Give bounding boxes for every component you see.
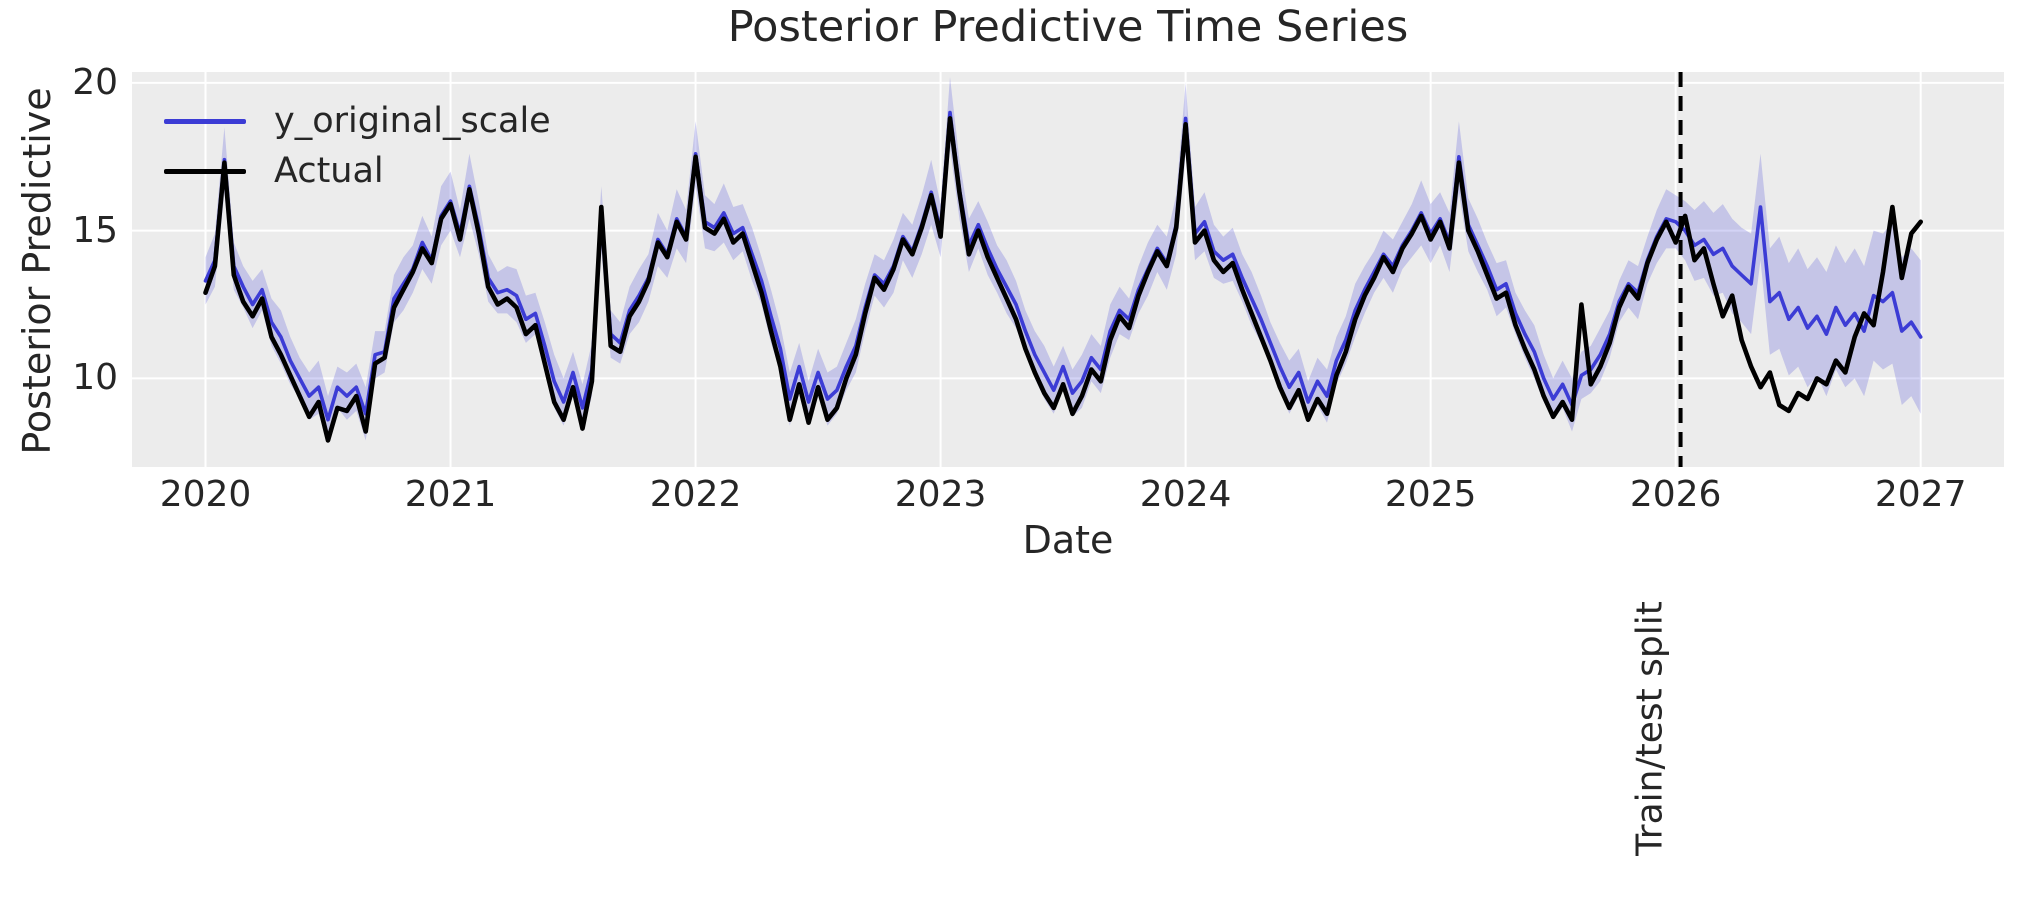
legend-entry-posterior: y_original_scale [164,96,551,146]
actual-line [203,116,1923,443]
posterior-line-swatch [164,118,246,124]
legend-label-posterior: y_original_scale [274,101,551,141]
x-tick-label: 2021 [404,474,497,515]
x-tick-label: 2024 [1139,474,1232,515]
chart-title: Posterior Predictive Time Series [727,2,1409,52]
y-tick-label: 20 [72,61,118,103]
x-axis-label: Date [1022,518,1114,562]
x-tick-label: 2025 [1384,474,1477,515]
x-tick-label: 2020 [159,474,252,515]
legend: y_original_scale Actual [164,96,551,196]
actual-line-swatch [164,168,246,174]
train-test-split-label: Train/test split [1629,601,1671,856]
x-tick-label: 2027 [1874,474,1967,515]
legend-label-actual: Actual [274,151,384,191]
y-tick-label: 15 [72,209,118,251]
x-tick-label: 2023 [894,474,987,515]
x-tick-label: 2022 [649,474,742,515]
y-tick-label: 10 [72,357,118,399]
x-tick-label: 2026 [1629,474,1722,515]
legend-entry-actual: Actual [164,146,551,196]
posterior-mean-line [203,110,1923,422]
